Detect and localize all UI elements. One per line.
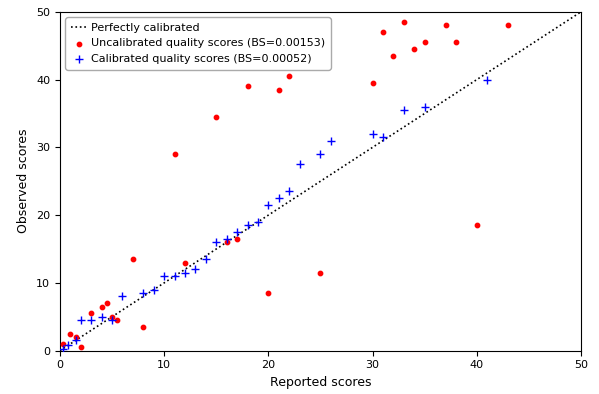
Uncalibrated quality scores (BS=0.00153): [97, 303, 107, 310]
Calibrated quality scores (BS=0.00052): [253, 219, 263, 225]
Calibrated quality scores (BS=0.00052): [264, 202, 273, 208]
Perfectly calibrated: [87, 328, 95, 333]
Uncalibrated quality scores (BS=0.00153): [170, 151, 179, 157]
Uncalibrated quality scores (BS=0.00153): [420, 39, 429, 45]
Uncalibrated quality scores (BS=0.00153): [76, 344, 86, 350]
Calibrated quality scores (BS=0.00052): [368, 131, 377, 137]
Uncalibrated quality scores (BS=0.00153): [316, 269, 325, 276]
Uncalibrated quality scores (BS=0.00153): [410, 46, 419, 52]
X-axis label: Reported scores: Reported scores: [270, 376, 371, 389]
Calibrated quality scores (BS=0.00052): [316, 151, 325, 157]
Uncalibrated quality scores (BS=0.00153): [399, 19, 409, 25]
Calibrated quality scores (BS=0.00052): [170, 273, 179, 279]
Calibrated quality scores (BS=0.00052): [149, 286, 159, 293]
Uncalibrated quality scores (BS=0.00153): [285, 73, 294, 79]
Calibrated quality scores (BS=0.00052): [326, 138, 335, 144]
Calibrated quality scores (BS=0.00052): [274, 195, 283, 201]
Calibrated quality scores (BS=0.00052): [180, 269, 190, 276]
Calibrated quality scores (BS=0.00052): [482, 76, 492, 83]
Calibrated quality scores (BS=0.00052): [211, 239, 221, 245]
Uncalibrated quality scores (BS=0.00153): [389, 53, 398, 59]
Perfectly calibrated: [56, 348, 63, 353]
Uncalibrated quality scores (BS=0.00153): [211, 114, 221, 120]
Calibrated quality scores (BS=0.00052): [190, 266, 200, 273]
Perfectly calibrated: [533, 38, 540, 43]
Calibrated quality scores (BS=0.00052): [97, 314, 107, 320]
Perfectly calibrated: [77, 335, 84, 339]
Calibrated quality scores (BS=0.00052): [138, 290, 148, 296]
Calibrated quality scores (BS=0.00052): [117, 293, 127, 299]
Perfectly calibrated: [153, 285, 161, 290]
Uncalibrated quality scores (BS=0.00153): [102, 300, 111, 307]
Perfectly calibrated: [195, 258, 202, 263]
Calibrated quality scores (BS=0.00052): [63, 342, 73, 348]
Calibrated quality scores (BS=0.00052): [159, 273, 169, 279]
Y-axis label: Observed scores: Observed scores: [17, 129, 31, 234]
Uncalibrated quality scores (BS=0.00153): [503, 22, 513, 28]
Legend: Perfectly calibrated, Uncalibrated quality scores (BS=0.00153), Calibrated quali: Perfectly calibrated, Uncalibrated quali…: [65, 17, 331, 70]
Uncalibrated quality scores (BS=0.00153): [378, 29, 388, 35]
Calibrated quality scores (BS=0.00052): [243, 222, 252, 229]
Calibrated quality scores (BS=0.00052): [86, 317, 96, 323]
Calibrated quality scores (BS=0.00052): [420, 104, 429, 110]
Uncalibrated quality scores (BS=0.00153): [232, 236, 242, 242]
Uncalibrated quality scores (BS=0.00153): [441, 22, 450, 28]
Uncalibrated quality scores (BS=0.00153): [128, 256, 138, 262]
Uncalibrated quality scores (BS=0.00153): [71, 334, 80, 340]
Uncalibrated quality scores (BS=0.00153): [295, 63, 304, 69]
Uncalibrated quality scores (BS=0.00153): [305, 53, 315, 59]
Uncalibrated quality scores (BS=0.00153): [138, 324, 148, 330]
Uncalibrated quality scores (BS=0.00153): [113, 317, 122, 323]
Calibrated quality scores (BS=0.00052): [76, 317, 86, 323]
Perfectly calibrated: [577, 9, 585, 14]
Perfectly calibrated: [551, 26, 558, 31]
Line: Perfectly calibrated: Perfectly calibrated: [60, 12, 581, 351]
Calibrated quality scores (BS=0.00052): [232, 229, 242, 235]
Uncalibrated quality scores (BS=0.00153): [58, 341, 68, 347]
Uncalibrated quality scores (BS=0.00153): [222, 239, 231, 245]
Uncalibrated quality scores (BS=0.00153): [86, 310, 96, 316]
Uncalibrated quality scores (BS=0.00153): [107, 314, 117, 320]
Calibrated quality scores (BS=0.00052): [378, 134, 388, 140]
Uncalibrated quality scores (BS=0.00153): [274, 87, 283, 93]
Uncalibrated quality scores (BS=0.00153): [451, 39, 461, 45]
Uncalibrated quality scores (BS=0.00153): [368, 80, 377, 86]
Calibrated quality scores (BS=0.00052): [399, 107, 409, 113]
Calibrated quality scores (BS=0.00052): [201, 256, 211, 262]
Uncalibrated quality scores (BS=0.00153): [180, 259, 190, 266]
Calibrated quality scores (BS=0.00052): [58, 346, 68, 352]
Calibrated quality scores (BS=0.00052): [107, 317, 117, 323]
Calibrated quality scores (BS=0.00052): [222, 236, 231, 242]
Uncalibrated quality scores (BS=0.00153): [472, 222, 482, 229]
Uncalibrated quality scores (BS=0.00153): [65, 331, 75, 337]
Calibrated quality scores (BS=0.00052): [71, 337, 80, 344]
Calibrated quality scores (BS=0.00052): [295, 161, 304, 167]
Calibrated quality scores (BS=0.00052): [285, 188, 294, 195]
Uncalibrated quality scores (BS=0.00153): [264, 290, 273, 296]
Uncalibrated quality scores (BS=0.00153): [243, 83, 252, 89]
